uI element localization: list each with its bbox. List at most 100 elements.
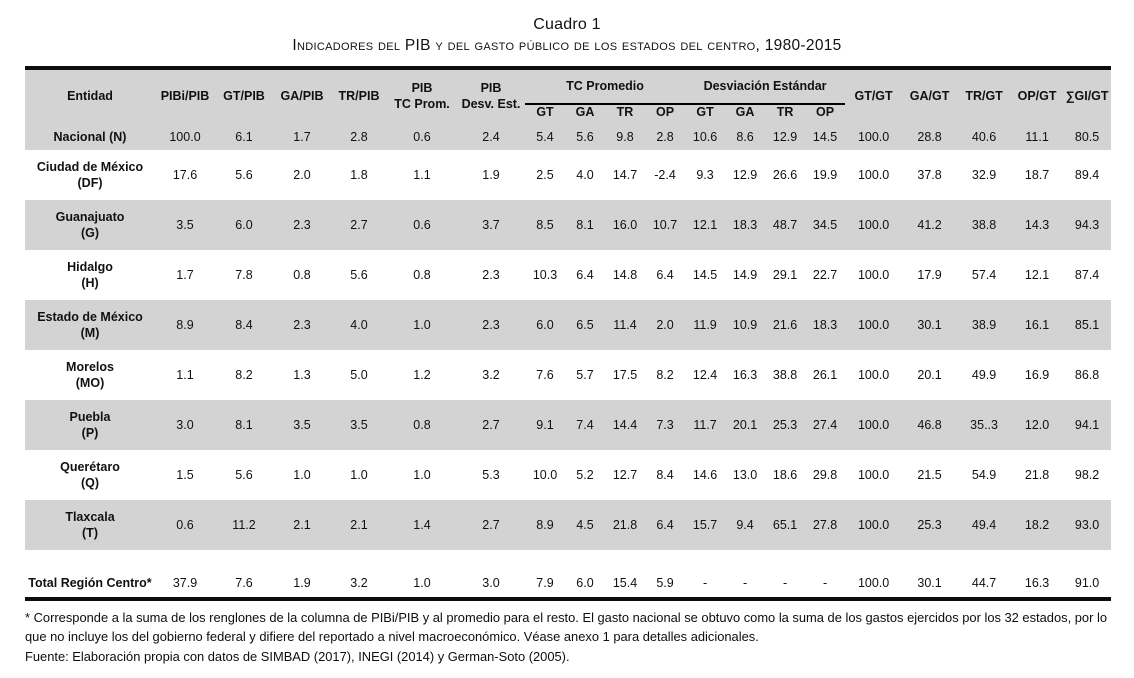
value-cell: 7.4 bbox=[565, 400, 605, 450]
entity-abbr: (G) bbox=[80, 226, 100, 240]
value-cell: 15.7 bbox=[685, 500, 726, 550]
value-cell: 38.9 bbox=[957, 300, 1012, 350]
col-header-pib-tc-prom: PIB TC Prom. bbox=[387, 68, 457, 123]
subheader-de-op: OP bbox=[805, 104, 846, 123]
value-cell: 16.0 bbox=[605, 200, 645, 250]
value-cell: 12.7 bbox=[612, 468, 638, 482]
value-cell: 2.1 bbox=[273, 500, 331, 550]
entity-name: Total Región Centro* bbox=[28, 576, 152, 590]
entity-name: Morelos bbox=[66, 360, 114, 374]
value-cell: 94.3 bbox=[1063, 200, 1112, 250]
value-cell: 1.4 bbox=[387, 500, 457, 550]
value-cell: 2.1 bbox=[331, 500, 387, 550]
value-cell: 6.0 bbox=[525, 300, 565, 350]
value-cell: 8.4 bbox=[656, 468, 674, 482]
value-cell: 2.7 bbox=[457, 500, 525, 550]
col-header-pib-desv-est-line2: Desv. Est. bbox=[461, 96, 521, 111]
entity-abbr: (H) bbox=[81, 276, 99, 290]
value-cell: 8.6 bbox=[725, 123, 766, 150]
value-cell: 3.2 bbox=[350, 576, 368, 590]
value-cell: 1.1 bbox=[176, 368, 194, 382]
value-cell: 10.3 bbox=[532, 268, 558, 282]
value-cell: 20.1 bbox=[725, 400, 766, 450]
value-cell: 44.7 bbox=[971, 576, 997, 590]
table-row: Ciudad de México (DF) 17.6 5.6 2.0 1.8 1.1 1.9 2… bbox=[25, 150, 1111, 200]
value-cell: 93.0 bbox=[1063, 500, 1112, 550]
value-cell: 21.8 bbox=[605, 500, 645, 550]
value-cell: 10.7 bbox=[645, 200, 686, 250]
value-cell: 14.6 bbox=[692, 468, 718, 482]
value-cell: 11.7 bbox=[685, 400, 726, 450]
value-cell: 1.7 bbox=[273, 123, 331, 150]
value-cell: 100.0 bbox=[857, 576, 890, 590]
value-cell: 18.2 bbox=[1011, 500, 1064, 550]
entity-name: Querétaro bbox=[60, 460, 120, 474]
value-cell: 22.7 bbox=[812, 268, 838, 282]
value-cell: 6.1 bbox=[215, 123, 273, 150]
value-cell: 7.8 bbox=[235, 268, 253, 282]
value-cell: 37.8 bbox=[917, 168, 942, 182]
entity-abbr: (DF) bbox=[77, 176, 103, 190]
entity-cell: Hidalgo (H) bbox=[25, 250, 155, 300]
value-cell: 14.7 bbox=[612, 168, 638, 182]
value-cell: 8.1 bbox=[565, 200, 605, 250]
value-cell: 98.2 bbox=[1074, 468, 1100, 482]
value-cell: 1.0 bbox=[413, 468, 431, 482]
value-cell: 38.8 bbox=[957, 200, 1012, 250]
value-cell: 14.9 bbox=[732, 268, 758, 282]
value-cell: 16.3 bbox=[1024, 576, 1050, 590]
entity-abbr: (Q) bbox=[80, 476, 100, 490]
entity-abbr: (MO) bbox=[75, 376, 105, 390]
value-cell: 18.7 bbox=[1024, 168, 1050, 182]
value-cell: 6.0 bbox=[576, 576, 594, 590]
value-cell: 5.6 bbox=[565, 123, 605, 150]
entity-cell: Morelos (MO) bbox=[25, 350, 155, 400]
value-cell: 11.4 bbox=[605, 300, 645, 350]
table-row: Morelos (MO) 1.1 8.2 1.3 5.0 1.2 3.2 7.6 5.7 17.5 8… bbox=[25, 350, 1111, 400]
entity-cell: Puebla (P) bbox=[25, 400, 155, 450]
entity-cell: Estado de México (M) bbox=[25, 300, 155, 350]
value-cell: 41.2 bbox=[902, 200, 958, 250]
value-cell: 0.8 bbox=[293, 268, 311, 282]
value-cell: 91.0 bbox=[1074, 576, 1100, 590]
subheader-tc-gt: GT bbox=[525, 104, 565, 123]
group-header-tc-promedio: TC Promedio bbox=[525, 68, 686, 105]
value-cell: 1.0 bbox=[413, 576, 431, 590]
col-header-pibi-pib: PIBi/PIB bbox=[155, 68, 215, 123]
col-header-ga-gt: GA/GT bbox=[902, 68, 958, 123]
col-header-pib-desv-est-line1: PIB bbox=[480, 80, 502, 95]
value-cell: 100.0 bbox=[845, 123, 903, 150]
col-header-pib-tc-prom-line2: TC Prom. bbox=[394, 96, 450, 111]
entity-name: Estado de México bbox=[37, 310, 143, 324]
col-header-sum-gi-gt: ∑GI/GT bbox=[1063, 68, 1112, 123]
value-cell: 2.4 bbox=[457, 123, 525, 150]
value-cell: 12.1 bbox=[1024, 268, 1050, 282]
value-cell: 32.9 bbox=[971, 168, 997, 182]
value-cell: 1.9 bbox=[482, 168, 500, 182]
col-header-tr-gt: TR/GT bbox=[957, 68, 1012, 123]
value-cell: 5.0 bbox=[350, 368, 368, 382]
col-header-op-gt: OP/GT bbox=[1011, 68, 1064, 123]
value-cell: 3.5 bbox=[331, 400, 387, 450]
value-cell: 80.5 bbox=[1063, 123, 1112, 150]
table-row: Total Región Centro* 37.9 7.6 1.9 3.2 1.0 3.0 7… bbox=[25, 569, 1111, 599]
value-cell: 49.4 bbox=[957, 500, 1012, 550]
value-cell: -2.4 bbox=[654, 168, 676, 182]
value-cell: 100.0 bbox=[845, 500, 903, 550]
value-cell: 2.3 bbox=[273, 200, 331, 250]
value-cell: 5.6 bbox=[350, 268, 368, 282]
col-header-entidad: Entidad bbox=[25, 68, 155, 123]
value-cell: 9.1 bbox=[525, 400, 565, 450]
entity-cell: Querétaro (Q) bbox=[25, 450, 155, 500]
entity-cell: Total Región Centro* bbox=[25, 569, 155, 599]
value-cell: 8.9 bbox=[155, 300, 215, 350]
value-cell: 25.3 bbox=[902, 500, 958, 550]
value-cell: 4.0 bbox=[331, 300, 387, 350]
value-cell: 8.5 bbox=[525, 200, 565, 250]
entity-name: Ciudad de México bbox=[36, 160, 144, 174]
value-cell: - bbox=[742, 576, 748, 590]
value-cell: 1.3 bbox=[293, 368, 311, 382]
value-cell: 100.0 bbox=[845, 400, 903, 450]
value-cell: 27.8 bbox=[805, 500, 846, 550]
value-cell: 8.2 bbox=[235, 368, 253, 382]
